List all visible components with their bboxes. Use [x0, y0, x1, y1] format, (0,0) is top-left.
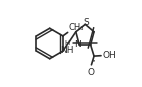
Text: S: S: [83, 18, 89, 27]
Text: CH₃: CH₃: [68, 23, 84, 31]
Text: OH: OH: [103, 51, 116, 60]
Text: N: N: [74, 40, 81, 49]
Text: NH: NH: [60, 46, 74, 55]
Text: O: O: [88, 68, 95, 77]
Text: H: H: [64, 40, 70, 46]
